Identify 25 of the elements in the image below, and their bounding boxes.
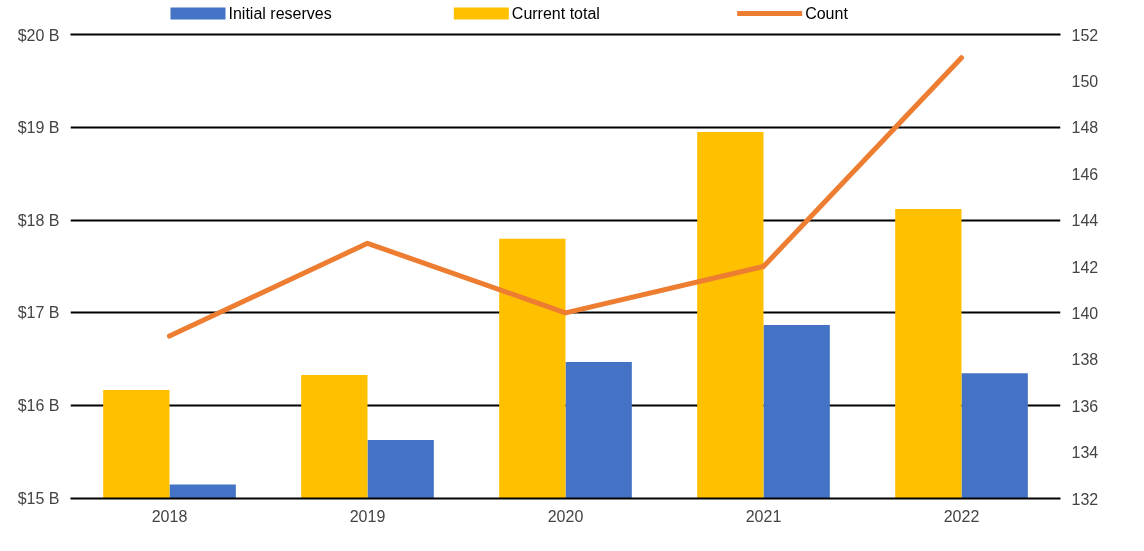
y2-tick-label: 146 bbox=[1071, 165, 1099, 183]
y2-tick-label: 148 bbox=[1071, 119, 1099, 137]
x-tick-label: 2020 bbox=[547, 507, 584, 525]
x-tick-label: 2022 bbox=[943, 507, 980, 525]
y2-tick-label: 138 bbox=[1071, 351, 1099, 369]
y2-tick-label: 152 bbox=[1071, 26, 1099, 44]
legend-label: Initial reserves bbox=[228, 5, 332, 22]
x-tick-label: 2018 bbox=[151, 507, 188, 525]
legend-label: Count bbox=[805, 5, 849, 22]
y-tick-label: $17 B bbox=[17, 304, 60, 322]
y2-tick-label: 134 bbox=[1071, 444, 1099, 462]
y2-tick-label: 136 bbox=[1071, 397, 1099, 415]
y-tick-label: $19 B bbox=[17, 118, 60, 136]
y2-tick-label: 144 bbox=[1071, 212, 1099, 230]
x-tick-label: 2021 bbox=[745, 507, 782, 525]
y-tick-label: $18 B bbox=[17, 211, 60, 229]
legend-label: Current total bbox=[511, 5, 600, 22]
y-tick-label: $20 B bbox=[17, 26, 60, 44]
y2-tick-label: 142 bbox=[1071, 258, 1099, 276]
x-tick-label: 2019 bbox=[349, 507, 386, 525]
y2-tick-label: 132 bbox=[1071, 490, 1099, 508]
y2-tick-label: 140 bbox=[1071, 304, 1099, 322]
y-tick-label: $16 B bbox=[17, 397, 60, 415]
y2-tick-label: 150 bbox=[1071, 72, 1099, 90]
y-tick-label: $15 B bbox=[17, 490, 60, 507]
